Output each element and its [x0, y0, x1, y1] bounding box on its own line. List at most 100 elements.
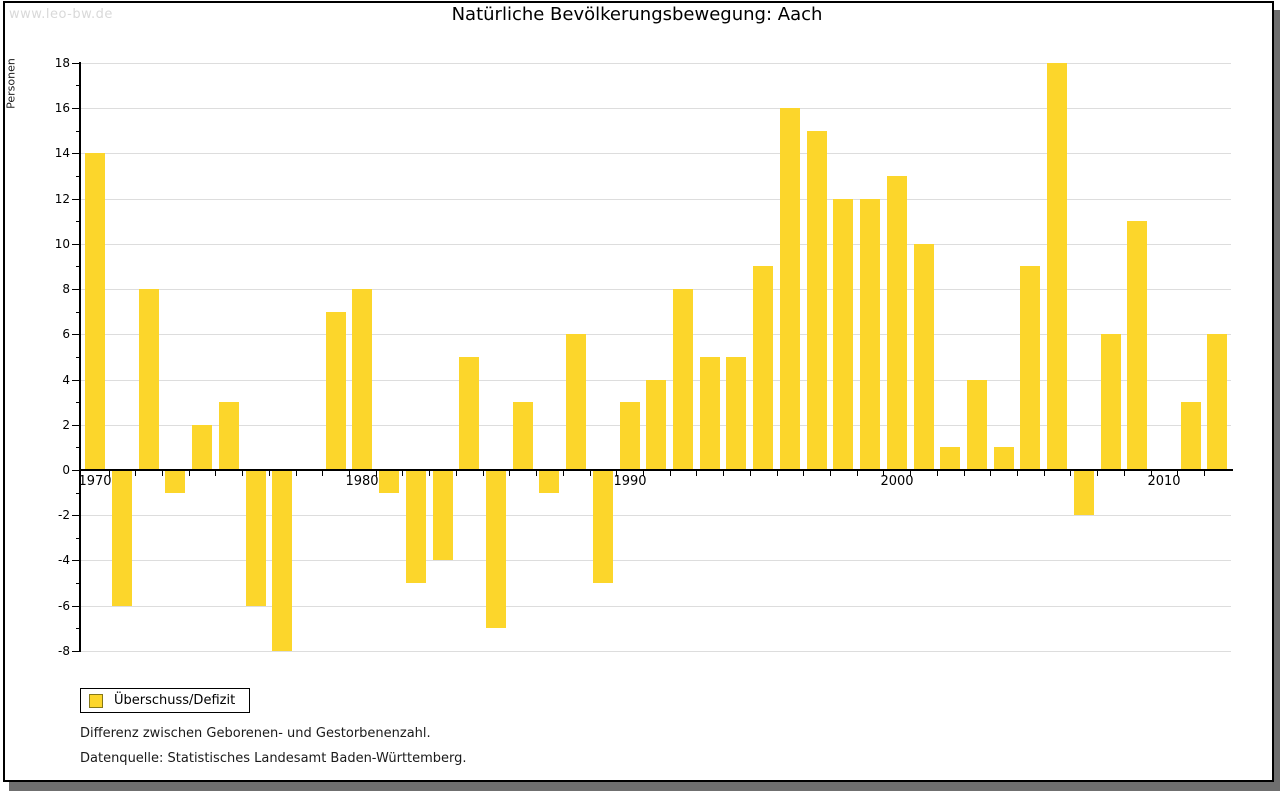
x-tick-2002 — [964, 471, 965, 476]
x-tick-1988 — [590, 471, 591, 476]
x-tick-2000 — [910, 471, 911, 476]
bar-2003 — [967, 380, 987, 470]
y-tick-label--6: -6 — [58, 599, 70, 613]
x-tick-1980 — [376, 471, 377, 476]
bar-1998 — [833, 199, 853, 470]
gridline--6 — [80, 606, 1231, 607]
x-tick-1983 — [456, 471, 457, 476]
gridline-14 — [80, 153, 1231, 154]
bar-1974 — [192, 425, 212, 470]
legend-swatch-icon — [89, 693, 103, 708]
y-tick--5 — [76, 583, 80, 584]
gridline-8 — [80, 289, 1231, 290]
y-tick-label-12: 12 — [54, 192, 70, 206]
x-tick-1975 — [242, 471, 243, 476]
y-tick-8 — [72, 289, 80, 290]
bar-1993 — [700, 357, 720, 470]
gridline--2 — [80, 515, 1231, 516]
x-tick-1985 — [509, 471, 510, 476]
x-tick-1984 — [483, 471, 484, 476]
x-tick-label-2000: 2000 — [880, 474, 914, 489]
y-tick-2 — [72, 425, 80, 426]
y-tick--8 — [72, 651, 80, 652]
x-tick-label-2010: 2010 — [1147, 474, 1181, 489]
x-tick-1991 — [670, 471, 671, 476]
bar-1988 — [566, 334, 586, 470]
x-tick-2003 — [990, 471, 991, 476]
gridline-18 — [80, 63, 1231, 64]
gridline-10 — [80, 244, 1231, 245]
bar-1990 — [620, 402, 640, 470]
gridline-16 — [80, 108, 1231, 109]
y-tick-label-4: 4 — [62, 373, 70, 387]
legend: Überschuss/Defizit — [80, 688, 251, 713]
y-tick-3 — [76, 402, 80, 403]
bar-1970 — [85, 153, 105, 470]
bar-1973 — [165, 470, 185, 493]
bar-1984 — [459, 357, 479, 470]
y-tick--6 — [72, 606, 80, 607]
gridline-12 — [80, 199, 1231, 200]
x-tick-1995 — [777, 471, 778, 476]
y-tick-label-0: 0 — [62, 463, 70, 477]
x-tick-1982 — [429, 471, 430, 476]
gridline-6 — [80, 334, 1231, 335]
x-tick-1977 — [296, 471, 297, 476]
bar-1977 — [272, 470, 292, 651]
y-tick-12 — [72, 199, 80, 200]
x-tick-2004 — [1017, 471, 1018, 476]
x-tick-2009 — [1151, 471, 1152, 476]
bar-1989 — [593, 470, 613, 583]
x-tick-1993 — [723, 471, 724, 476]
x-tick-1994 — [750, 471, 751, 476]
x-tick-label-1990: 1990 — [613, 474, 647, 489]
y-tick-label--8: -8 — [58, 644, 70, 658]
y-tick-18 — [72, 63, 80, 64]
y-tick-13 — [76, 176, 80, 177]
y-tick-label-10: 10 — [54, 237, 70, 251]
x-tick-2011 — [1204, 471, 1205, 476]
y-tick-5 — [76, 357, 80, 358]
x-tick-2008 — [1124, 471, 1125, 476]
y-tick-label-6: 6 — [62, 327, 70, 341]
bar-1971 — [112, 470, 132, 606]
bar-1983 — [433, 470, 453, 560]
y-tick-label--4: -4 — [58, 553, 70, 567]
bar-1981 — [379, 470, 399, 493]
bar-1987 — [539, 470, 559, 493]
x-tick-1986 — [536, 471, 537, 476]
x-tick-1981 — [402, 471, 403, 476]
x-tick-2001 — [937, 471, 938, 476]
x-tick-1978 — [322, 471, 323, 476]
x-tick-2005 — [1044, 471, 1045, 476]
bar-2006 — [1047, 63, 1067, 470]
y-tick-15 — [76, 131, 80, 132]
legend-label: Überschuss/Defizit — [114, 693, 236, 708]
x-tick-label-1970: 1970 — [78, 474, 112, 489]
bar-1994 — [726, 357, 746, 470]
bar-1972 — [139, 289, 159, 470]
x-tick-1992 — [696, 471, 697, 476]
y-tick-label--2: -2 — [58, 508, 70, 522]
x-tick-2006 — [1070, 471, 1071, 476]
x-tick-1976 — [269, 471, 270, 476]
y-tick-14 — [72, 153, 80, 154]
bar-1991 — [646, 380, 666, 470]
y-axis-line — [79, 62, 81, 652]
y-tick--3 — [76, 538, 80, 539]
bar-1975 — [219, 402, 239, 470]
y-tick-label-14: 14 — [54, 146, 70, 160]
x-tick-1999 — [883, 471, 884, 476]
bar-1982 — [406, 470, 426, 583]
y-tick-label-16: 16 — [54, 101, 70, 115]
bar-1979 — [326, 312, 346, 470]
gridline--4 — [80, 560, 1231, 561]
y-tick-10 — [72, 244, 80, 245]
y-tick-17 — [76, 85, 80, 86]
x-tick-2007 — [1097, 471, 1098, 476]
bar-1999 — [860, 199, 880, 470]
y-tick-label-18: 18 — [54, 56, 70, 70]
y-tick-label-2: 2 — [62, 418, 70, 432]
